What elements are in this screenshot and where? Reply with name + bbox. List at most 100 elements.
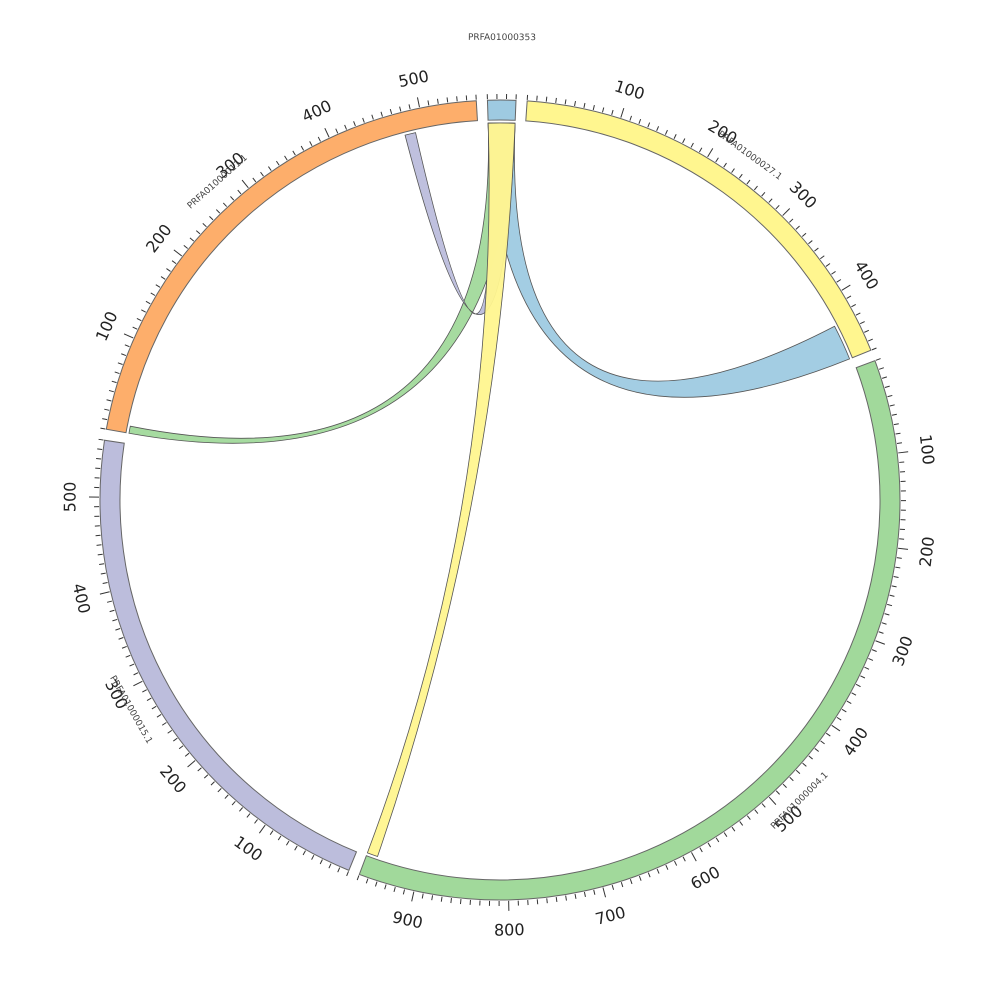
minor-tick-prfa01000015-1-380 bbox=[109, 609, 115, 613]
minor-tick-prfa01000004-1-590 bbox=[699, 847, 703, 853]
minor-tick-prfa01000004-1-880 bbox=[431, 895, 434, 901]
minor-tick-prfa01000011-1-380 bbox=[309, 141, 313, 147]
minor-tick-prfa01000015-1-540 bbox=[96, 457, 102, 460]
minor-tick-prfa01000004-1-410 bbox=[825, 732, 831, 737]
minor-tick-prfa01000011-1-420 bbox=[344, 124, 348, 130]
minor-tick-prfa01000004-1-470 bbox=[789, 776, 794, 782]
minor-tick-prfa01000004-1-480 bbox=[782, 783, 787, 788]
minor-tick-prfa01000015-1-340 bbox=[121, 645, 127, 649]
minor-tick-prfa01000004-1-650 bbox=[647, 872, 651, 878]
minor-tick-prfa01000015-1-110 bbox=[254, 819, 258, 824]
minor-tick-prfa01000011-1-490 bbox=[408, 104, 411, 110]
minor-tick-prfa01000027-1-170 bbox=[682, 138, 686, 144]
minor-tick-prfa01000011-1-460 bbox=[380, 111, 383, 117]
minor-tick-prfa01000011-1-30 bbox=[106, 399, 112, 402]
minor-tick-prfa01000011-1-210 bbox=[183, 244, 189, 249]
minor-tick-prfa01000015-1-210 bbox=[184, 752, 190, 757]
minor-tick-prfa01000004-1-50 bbox=[889, 404, 895, 407]
minor-tick-prfa01000011-1-530 bbox=[446, 97, 449, 103]
minor-tick-prfa01000027-1-360 bbox=[819, 255, 825, 260]
minor-tick-prfa01000004-1-580 bbox=[707, 842, 712, 848]
minor-tick-prfa01000027-1-70 bbox=[592, 105, 595, 111]
minor-tick-prfa01000027-1-30 bbox=[555, 97, 557, 103]
minor-tick-prfa01000015-1-40 bbox=[311, 854, 315, 860]
minor-tick-prfa01000004-1-680 bbox=[620, 882, 624, 888]
minor-tick-prfa01000004-1-380 bbox=[841, 708, 847, 713]
minor-tick-prfa01000011-1-230 bbox=[195, 230, 201, 235]
minor-tick-prfa01000011-1-450 bbox=[371, 114, 374, 120]
minor-tick-prfa01000027-1-460 bbox=[867, 338, 873, 342]
minor-tick-prfa01000004-1-90 bbox=[896, 442, 903, 444]
minor-tick-prfa01000004-1-30 bbox=[884, 385, 890, 389]
minor-tick-prfa01000027-1-420 bbox=[851, 303, 857, 308]
minor-tick-prfa01000027-1-440 bbox=[859, 321, 865, 325]
minor-tick-prfa01000004-1-390 bbox=[836, 716, 842, 721]
tick-label-prfa01000011-1-200: 200 bbox=[142, 220, 176, 256]
minor-tick-prfa01000011-1-430 bbox=[353, 121, 356, 127]
minor-tick-prfa01000015-1-90 bbox=[269, 830, 274, 835]
minor-tick-prfa01000004-1-630 bbox=[665, 864, 669, 870]
segment-prfa01000353 bbox=[486, 99, 517, 121]
major-tick-prfa01000004-1-700 bbox=[602, 887, 607, 898]
minor-tick-prfa01000027-1-80 bbox=[602, 107, 605, 113]
minor-tick-prfa01000015-1-20 bbox=[328, 863, 332, 869]
minor-tick-prfa01000015-1-230 bbox=[173, 737, 178, 742]
minor-tick-prfa01000015-1-70 bbox=[285, 840, 290, 846]
minor-tick-prfa01000011-1-260 bbox=[215, 209, 221, 214]
minor-tick-prfa01000015-1-310 bbox=[133, 672, 139, 676]
major-tick-prfa01000027-1-100 bbox=[620, 107, 625, 118]
tick-label-prfa01000011-1-100: 100 bbox=[92, 308, 122, 344]
minor-tick-prfa01000004-1-10 bbox=[878, 367, 885, 370]
minor-tick-prfa01000004-1-490 bbox=[775, 790, 780, 795]
minor-tick-prfa01000015-1-0 bbox=[346, 871, 349, 877]
minor-tick-prfa01000004-1-370 bbox=[846, 700, 852, 705]
minor-tick-prfa01000027-1-150 bbox=[664, 129, 668, 135]
minor-tick-prfa01000004-1-80 bbox=[895, 432, 901, 435]
minor-tick-prfa01000015-1-10 bbox=[337, 867, 341, 873]
minor-tick-prfa01000011-1-220 bbox=[189, 237, 195, 242]
minor-tick-prfa01000004-1-340 bbox=[860, 675, 866, 679]
minor-tick-prfa01000011-1-50 bbox=[111, 380, 117, 384]
minor-tick-prfa01000011-1-470 bbox=[389, 108, 393, 115]
minor-tick-prfa01000004-1-330 bbox=[864, 666, 870, 670]
minor-tick-prfa01000011-1-160 bbox=[155, 284, 161, 288]
minor-tick-prfa01000004-1-960 bbox=[356, 875, 360, 881]
minor-tick-prfa01000004-1-670 bbox=[629, 879, 633, 885]
minor-tick-prfa01000004-1-730 bbox=[574, 893, 577, 899]
minor-tick-prfa01000015-1-270 bbox=[151, 705, 157, 710]
minor-tick-prfa01000011-1-540 bbox=[456, 96, 458, 102]
minor-tick-prfa01000004-1-220 bbox=[895, 566, 901, 569]
minor-tick-prfa01000015-1-320 bbox=[129, 663, 135, 667]
minor-tick-prfa01000015-1-50 bbox=[302, 850, 306, 856]
minor-tick-prfa01000011-1-280 bbox=[230, 196, 235, 201]
minor-tick-prfa01000011-1-140 bbox=[145, 300, 151, 305]
minor-tick-prfa01000015-1-240 bbox=[167, 729, 173, 734]
minor-tick-prfa01000004-1-890 bbox=[421, 893, 424, 899]
ticks-layer bbox=[89, 94, 909, 911]
minor-tick-prfa01000011-1-440 bbox=[362, 117, 365, 123]
minor-tick-prfa01000004-1-870 bbox=[440, 896, 443, 902]
minor-tick-prfa01000027-1-380 bbox=[831, 271, 836, 275]
minor-tick-prfa01000004-1-350 bbox=[855, 683, 861, 688]
minor-tick-prfa01000011-1-20 bbox=[104, 408, 110, 411]
minor-tick-prfa01000004-1-530 bbox=[746, 815, 751, 820]
minor-tick-prfa01000004-1-620 bbox=[674, 860, 678, 866]
segment-prfa01000004-1 bbox=[358, 360, 901, 901]
minor-tick-prfa01000004-1-250 bbox=[889, 594, 895, 597]
tick-label-prfa01000015-1-400: 400 bbox=[69, 581, 94, 615]
minor-tick-prfa01000015-1-450 bbox=[96, 544, 102, 546]
minor-tick-prfa01000027-1-190 bbox=[698, 147, 703, 153]
tick-label-prfa01000015-1-100: 100 bbox=[230, 832, 266, 865]
minor-tick-prfa01000011-1-190 bbox=[171, 260, 177, 265]
minor-tick-prfa01000004-1-20 bbox=[881, 376, 888, 379]
minor-tick-prfa01000015-1-180 bbox=[203, 774, 209, 779]
minor-tick-prfa01000027-1-470 bbox=[871, 347, 877, 351]
minor-tick-prfa01000015-1-410 bbox=[102, 581, 108, 584]
major-tick-prfa01000015-1-400 bbox=[99, 591, 110, 595]
minor-tick-prfa01000011-1-80 bbox=[121, 353, 127, 357]
minor-tick-prfa01000011-1-320 bbox=[260, 171, 264, 177]
minor-tick-prfa01000004-1-760 bbox=[546, 898, 548, 904]
tick-label-prfa01000011-1-500: 500 bbox=[397, 66, 431, 91]
minor-tick-prfa01000015-1-30 bbox=[319, 859, 323, 865]
